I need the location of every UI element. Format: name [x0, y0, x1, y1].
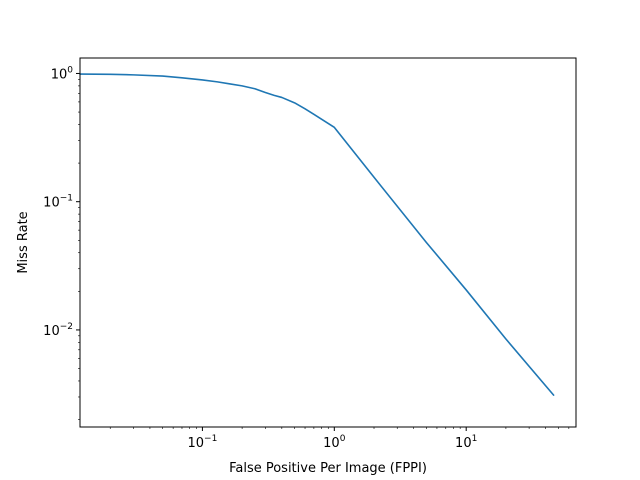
x-tick-label: 101	[455, 434, 477, 451]
x-tick-label: 10−1	[187, 434, 217, 451]
y-tick-label: 100	[51, 65, 74, 82]
y-tick-label: 10−1	[43, 194, 73, 211]
x-axis-label: False Positive Per Image (FPPI)	[229, 461, 427, 476]
major-ticks	[76, 72, 467, 431]
y-axis-label: Miss Rate	[16, 211, 31, 273]
plot-area	[80, 58, 576, 427]
series-line	[79, 73, 555, 396]
axes-frame	[79, 57, 577, 428]
y-tick-label: 10−2	[43, 322, 73, 339]
x-tick-label: 100	[323, 434, 346, 451]
tick-labels: 10−1 100 101 10−2 10−1 100	[43, 65, 477, 451]
